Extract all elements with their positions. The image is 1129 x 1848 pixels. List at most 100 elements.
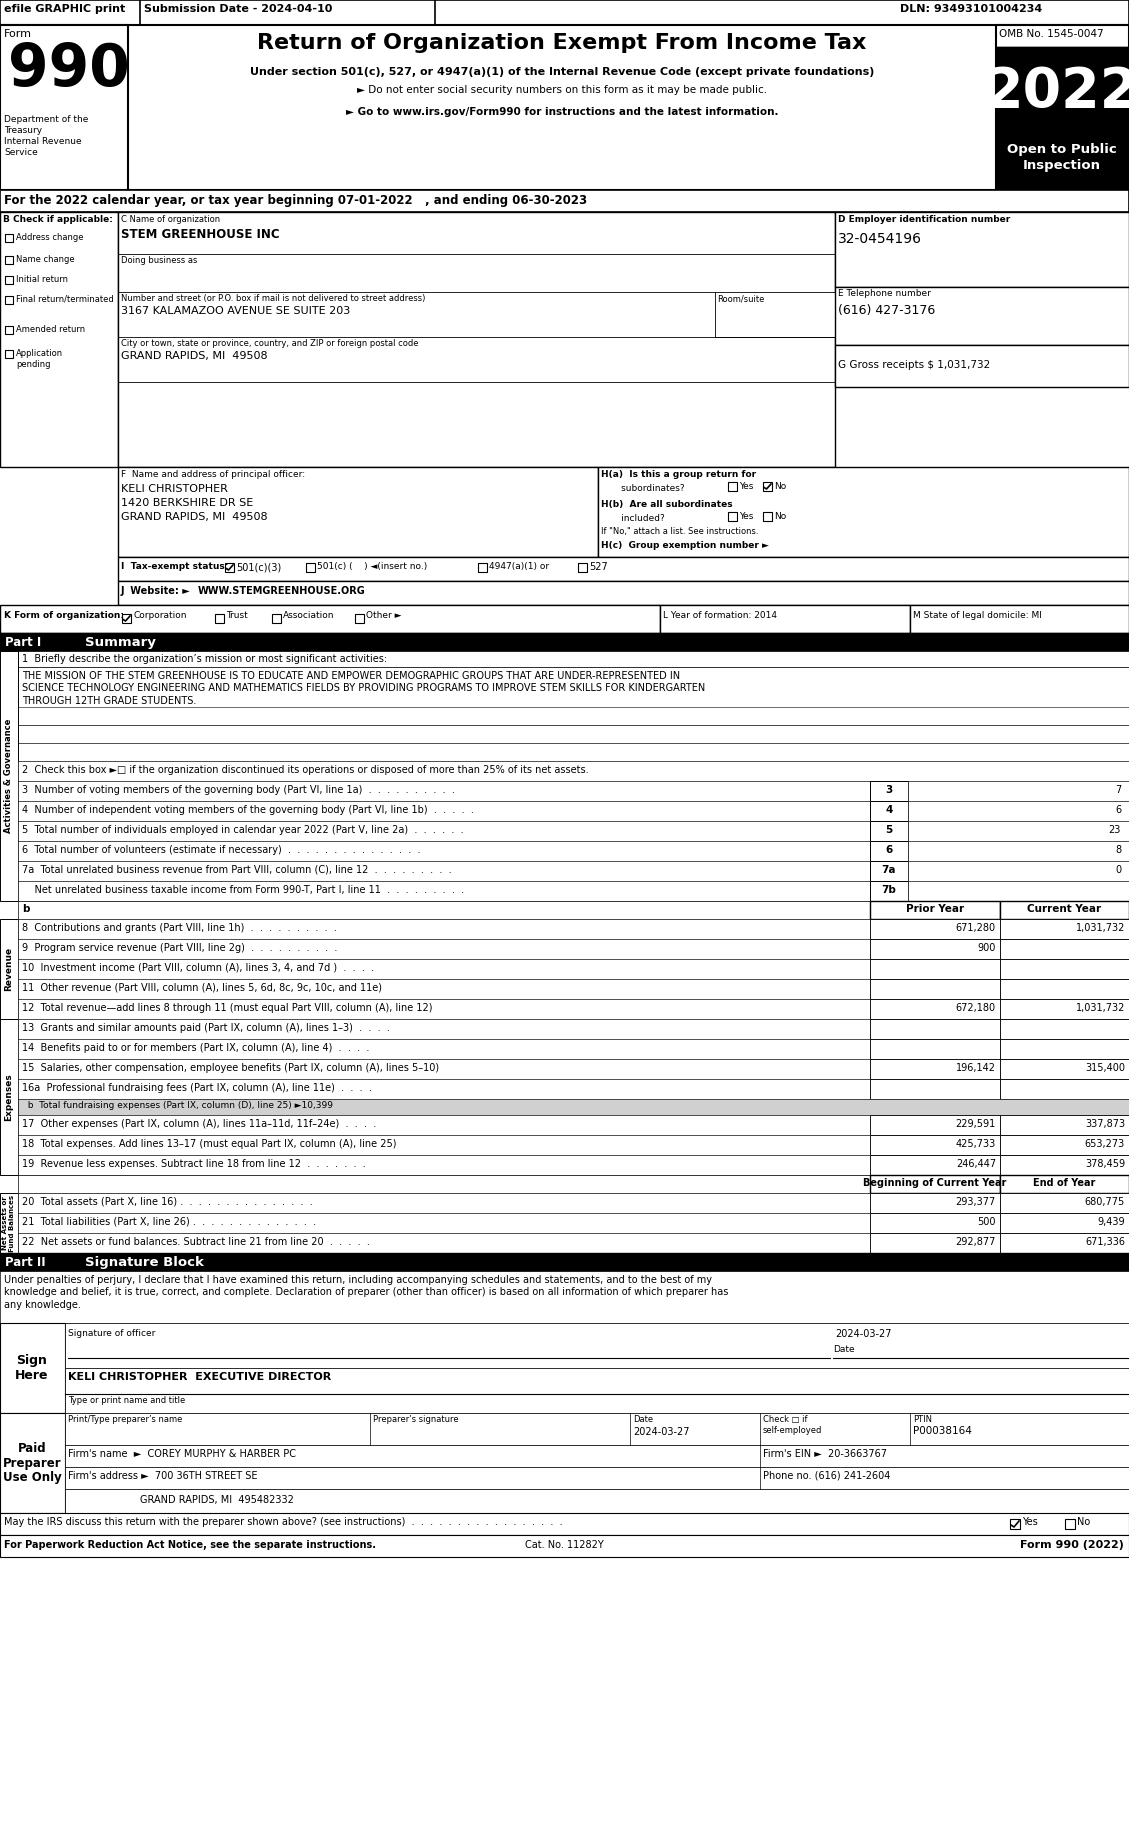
Bar — [215, 614, 224, 623]
Bar — [18, 918, 870, 939]
Text: 9  Program service revenue (Part VIII, line 2g)  .  .  .  .  .  .  .  .  .  .: 9 Program service revenue (Part VIII, li… — [21, 942, 338, 954]
Text: Current Year: Current Year — [1027, 904, 1102, 915]
Bar — [18, 1039, 870, 1059]
Text: Room/suite: Room/suite — [717, 294, 764, 303]
Text: H(a)  Is this a group return for: H(a) Is this a group return for — [601, 469, 756, 479]
Text: 671,280: 671,280 — [956, 922, 996, 933]
Text: Form: Form — [5, 30, 32, 39]
Text: F  Name and address of principal officer:: F Name and address of principal officer: — [121, 469, 305, 479]
Bar — [908, 841, 1129, 861]
Text: L Year of formation: 2014: L Year of formation: 2014 — [663, 612, 777, 619]
Bar — [870, 1039, 1000, 1059]
Bar — [996, 46, 1129, 118]
Bar — [1000, 1212, 1129, 1233]
Text: 1,031,732: 1,031,732 — [1076, 1003, 1124, 1013]
Bar — [715, 292, 835, 336]
Text: 16a  Professional fundraising fees (Part IX, column (A), line 11e)  .  .  .  .: 16a Professional fundraising fees (Part … — [21, 1083, 371, 1092]
Bar — [355, 614, 364, 623]
Bar — [870, 902, 1000, 918]
Bar — [18, 939, 870, 959]
Text: THE MISSION OF THE STEM GREENHOUSE IS TO EDUCATE AND EMPOWER DEMOGRAPHIC GROUPS : THE MISSION OF THE STEM GREENHOUSE IS TO… — [21, 671, 706, 706]
Text: No: No — [774, 512, 786, 521]
Text: ► Go to www.irs.gov/Form990 for instructions and the latest information.: ► Go to www.irs.gov/Form990 for instruct… — [345, 107, 778, 116]
Text: H(c)  Group exemption number ►: H(c) Group exemption number ► — [601, 541, 769, 551]
Text: Yes: Yes — [739, 512, 753, 521]
Text: 6: 6 — [1114, 806, 1121, 815]
Bar — [870, 881, 908, 902]
Text: 671,336: 671,336 — [1085, 1236, 1124, 1247]
Text: P00038164: P00038164 — [913, 1427, 972, 1436]
Bar — [478, 564, 487, 573]
Text: 15  Salaries, other compensation, employee benefits (Part IX, column (A), lines : 15 Salaries, other compensation, employe… — [21, 1063, 439, 1074]
Bar — [870, 1175, 1000, 1194]
Bar — [908, 800, 1129, 821]
Text: Form 990 (2022): Form 990 (2022) — [1021, 1539, 1124, 1550]
Text: D Employer identification number: D Employer identification number — [838, 214, 1010, 224]
Text: City or town, state or province, country, and ZIP or foreign postal code: City or town, state or province, country… — [121, 338, 419, 347]
Bar — [18, 782, 870, 800]
Text: 501(c)(3): 501(c)(3) — [236, 562, 281, 573]
Text: Net Assets or
Fund Balances: Net Assets or Fund Balances — [2, 1194, 16, 1251]
Text: Paid
Preparer
Use Only: Paid Preparer Use Only — [2, 1441, 61, 1484]
Text: 21  Total liabilities (Part X, line 26) .  .  .  .  .  .  .  .  .  .  .  .  .  .: 21 Total liabilities (Part X, line 26) .… — [21, 1218, 316, 1227]
Bar — [1000, 1233, 1129, 1253]
Text: End of Year: End of Year — [1033, 1177, 1095, 1188]
Bar — [18, 650, 1129, 667]
Text: Firm's address ►  700 36TH STREET SE: Firm's address ► 700 36TH STREET SE — [68, 1471, 257, 1480]
Bar — [122, 614, 131, 623]
Bar — [0, 634, 1129, 650]
Bar — [870, 1233, 1000, 1253]
Text: Signature of officer: Signature of officer — [68, 1329, 156, 1338]
Text: For Paperwork Reduction Act Notice, see the separate instructions.: For Paperwork Reduction Act Notice, see … — [5, 1539, 376, 1550]
Text: Signature Block: Signature Block — [85, 1257, 204, 1270]
Text: efile GRAPHIC print: efile GRAPHIC print — [5, 4, 125, 15]
Bar — [65, 1445, 1129, 1467]
Text: Preparer’s signature: Preparer’s signature — [373, 1416, 458, 1425]
Bar — [0, 0, 1129, 26]
Bar — [5, 257, 14, 264]
Text: C Name of organization: C Name of organization — [121, 214, 220, 224]
Text: 653,273: 653,273 — [1085, 1138, 1124, 1149]
Bar — [0, 190, 1129, 213]
Text: Yes: Yes — [739, 482, 753, 492]
Text: Address change: Address change — [16, 233, 84, 242]
Text: Name change: Name change — [16, 255, 75, 264]
Text: Initial return: Initial return — [16, 275, 68, 285]
Bar — [996, 26, 1129, 190]
Bar — [225, 564, 234, 573]
Bar — [1000, 959, 1129, 979]
Bar — [0, 650, 18, 902]
Text: Department of the
Treasury
Internal Revenue
Service: Department of the Treasury Internal Reve… — [5, 115, 88, 157]
Bar — [0, 1514, 1129, 1536]
Bar — [18, 1018, 870, 1039]
Text: Date: Date — [833, 1345, 855, 1355]
Bar — [0, 1253, 1129, 1271]
Bar — [18, 959, 870, 979]
Bar — [1065, 1519, 1075, 1528]
Bar — [18, 979, 870, 1000]
Text: No: No — [1077, 1517, 1091, 1526]
Text: b: b — [21, 904, 29, 915]
Bar — [908, 821, 1129, 841]
Bar — [18, 1079, 870, 1100]
Text: 12  Total revenue—add lines 8 through 11 (must equal Part VIII, column (A), line: 12 Total revenue—add lines 8 through 11 … — [21, 1003, 432, 1013]
Text: Expenses: Expenses — [5, 1074, 14, 1122]
Bar — [18, 1155, 870, 1175]
Text: 1420 BERKSHIRE DR SE: 1420 BERKSHIRE DR SE — [121, 497, 253, 508]
Text: 378,459: 378,459 — [1085, 1159, 1124, 1170]
Text: 20  Total assets (Part X, line 16) .  .  .  .  .  .  .  .  .  .  .  .  .  .  .: 20 Total assets (Part X, line 16) . . . … — [21, 1198, 313, 1207]
Bar — [0, 213, 119, 468]
Text: 7a: 7a — [882, 865, 896, 874]
Bar — [5, 235, 14, 242]
Bar — [18, 800, 870, 821]
Text: Association: Association — [283, 612, 334, 619]
Text: PTIN: PTIN — [913, 1416, 933, 1425]
Bar — [870, 861, 908, 881]
Bar — [910, 604, 1129, 634]
Bar — [870, 918, 1000, 939]
Text: 229,591: 229,591 — [956, 1120, 996, 1129]
Text: Part I: Part I — [5, 636, 42, 649]
Bar — [870, 1000, 1000, 1018]
Bar — [18, 841, 870, 861]
Bar — [1000, 902, 1129, 918]
